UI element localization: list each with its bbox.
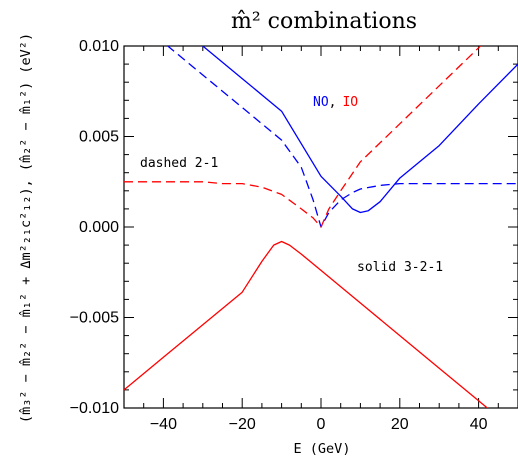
y-tick-label: −0.010 (70, 400, 119, 417)
legend-io-label: IO (342, 95, 358, 110)
x-axis-label: E (GeV) (294, 441, 351, 457)
x-tick-label: −40 (150, 416, 177, 433)
series-line-io-solid (124, 240, 489, 408)
series-line-io-dashed (124, 46, 482, 228)
series-layer (124, 46, 518, 408)
chart-title: m̂² combinations (231, 9, 417, 34)
y-axis-ticks: −0.010 −0.005 0.000 0.005 0.010 (70, 38, 518, 417)
legend-no-io: NO, IO (313, 95, 358, 110)
y-tick-label: 0.000 (79, 219, 119, 236)
series-line-no-solid (201, 46, 518, 214)
y-tick-label: 0.010 (79, 38, 119, 55)
y-tick-label: 0.005 (79, 129, 119, 146)
series-line-no-dashed (166, 46, 518, 228)
legend-no-label: NO (313, 95, 329, 110)
x-axis-ticks: −40 −20 0 20 40 (123, 46, 518, 433)
x-tick-label: 20 (391, 416, 409, 433)
x-tick-label: −20 (229, 416, 256, 433)
legend-separator: , (329, 95, 337, 110)
y-axis-label: (m̂₃² − m̂₂² − m̂₁² + Δm²₂₁c²₁₂), (m̂₂² … (18, 33, 34, 423)
chart-title-text: m̂² combinations (231, 9, 417, 34)
legend-solid: solid 3-2-1 (357, 260, 443, 275)
legend-dashed: dashed 2-1 (140, 156, 218, 171)
y-tick-label: −0.005 (70, 310, 119, 327)
x-tick-label: 0 (317, 416, 326, 433)
x-tick-label: 40 (470, 416, 488, 433)
